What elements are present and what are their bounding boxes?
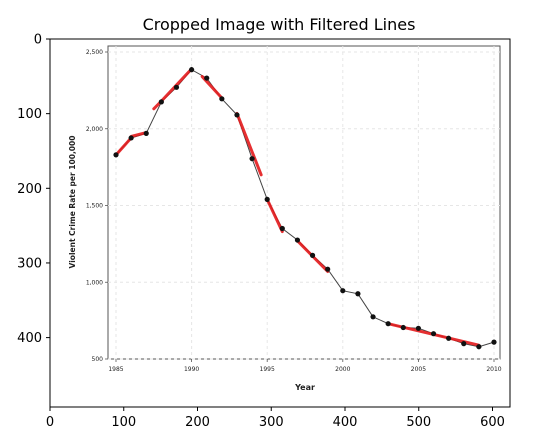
data-point xyxy=(370,314,376,320)
y-tick-label: 1,500 xyxy=(86,203,103,210)
outer-x-tick-label: 200 xyxy=(185,415,210,430)
outer-x-tick-label: 600 xyxy=(480,415,505,430)
data-point xyxy=(430,331,437,337)
x-tick-label: 1990 xyxy=(184,366,199,373)
data-point xyxy=(309,252,316,258)
data-point xyxy=(249,156,255,162)
x-tick-label: 2010 xyxy=(486,366,501,373)
outer-y-tick-label: 200 xyxy=(17,182,42,197)
inner-axis-ticks: 1985 1990 1995 2000 2005 2010 500 1,000 1,500 2,0… xyxy=(86,49,502,373)
y-tick-label: 2,500 xyxy=(86,49,103,56)
data-point xyxy=(189,67,195,73)
data-point xyxy=(385,321,391,327)
y-tick-label: 500 xyxy=(92,356,104,363)
outer-y-tick-label: 300 xyxy=(17,256,42,271)
outer-x-tick-label: 100 xyxy=(111,415,136,430)
data-point xyxy=(491,339,497,345)
figure-title: Cropped Image with Filtered Lines xyxy=(143,15,416,34)
outer-y-tick-label: 400 xyxy=(17,331,42,346)
data-point xyxy=(264,196,270,202)
x-axis-label: Year xyxy=(294,383,315,392)
outer-x-tick-label: 0 xyxy=(46,415,54,430)
data-point xyxy=(355,291,361,297)
data-point xyxy=(340,288,346,294)
data-point xyxy=(158,99,164,105)
x-tick-label: 1985 xyxy=(108,366,123,373)
data-point xyxy=(204,75,210,81)
data-point xyxy=(143,130,149,136)
filtered-line-segment xyxy=(235,111,263,177)
outer-axis-ticks: 0 100 200 300 400 500 600 0 100 200 300 400 xyxy=(17,33,505,431)
inner-gridlines xyxy=(108,46,500,360)
data-point xyxy=(415,325,421,331)
embedded-plot-area xyxy=(107,45,501,360)
data-point xyxy=(173,84,180,90)
data-point xyxy=(461,341,467,347)
data-point xyxy=(279,225,285,232)
markers-layer xyxy=(113,67,497,350)
filtered-line-segment xyxy=(265,197,284,234)
outer-x-tick-label: 300 xyxy=(259,415,284,430)
x-tick-label: 2000 xyxy=(335,366,350,373)
data-point xyxy=(325,266,331,272)
x-tick-label: 2005 xyxy=(411,366,426,373)
data-point xyxy=(113,152,119,158)
filtered-line-segment xyxy=(114,136,133,157)
data-point xyxy=(400,324,406,331)
outer-x-tick-label: 400 xyxy=(333,415,358,430)
embedded-chart-image: 1985 1990 1995 2000 2005 2010 500 1,000 1,500 2,0… xyxy=(68,45,502,392)
data-point xyxy=(219,96,225,102)
y-tick-label: 1,000 xyxy=(86,279,103,286)
outer-y-tick-label: 100 xyxy=(17,107,42,122)
data-point xyxy=(476,344,482,350)
y-tick-label: 2,000 xyxy=(86,126,103,133)
data-point xyxy=(234,112,240,118)
data-point xyxy=(294,237,301,243)
outer-x-tick-label: 500 xyxy=(406,415,431,430)
x-tick-label: 1995 xyxy=(260,366,275,373)
y-axis-label: Violent Crime Rate per 100,000 xyxy=(68,136,77,269)
outer-y-tick-label: 0 xyxy=(34,33,42,48)
data-point xyxy=(128,135,134,141)
data-point xyxy=(446,335,452,341)
